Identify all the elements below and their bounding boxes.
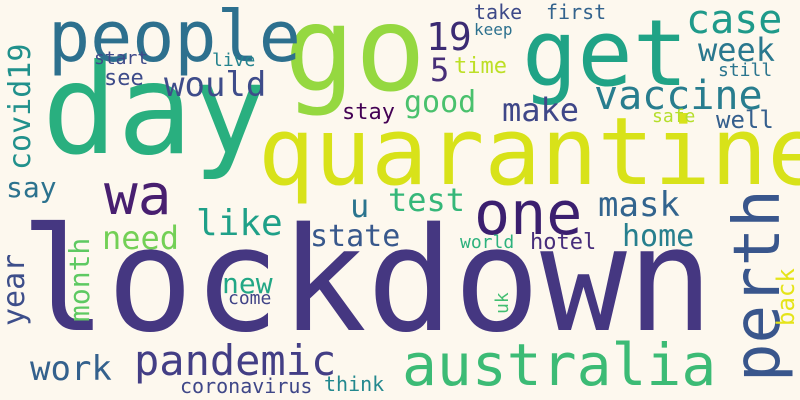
word-first: first [546,0,607,24]
word-month: month [63,237,96,322]
word-test: test [388,181,466,219]
word-quarantine: quarantine [258,98,800,207]
word-make: make [502,91,580,129]
word-would: would [164,65,267,105]
word-mask: mask [598,185,680,225]
word-one: one [474,179,583,249]
word-pandemic: pandemic [134,336,337,385]
word-state: state [310,219,401,254]
word-u: u [350,187,370,225]
word-wa: wa [104,163,172,228]
word-year: year [0,253,32,326]
word-vaccine: vaccine [594,73,763,119]
word-time: time [454,54,507,79]
word-world: world [460,232,515,253]
word-still: still [718,60,773,81]
word-lockdown: lockdown [20,196,714,364]
word-stay: stay [342,100,395,125]
word-good: good [404,85,477,120]
word-well: well [716,106,774,134]
word-get: get [522,0,689,107]
word-19: 19 [426,15,472,59]
word-see: see [104,66,144,91]
word-day: day [42,38,268,183]
word-back: back [772,268,800,326]
word-hotel: hotel [530,230,597,255]
word-say: say [6,171,57,204]
word-live: live [212,50,256,71]
word-keep: keep [474,20,513,39]
word-coronavirus: coronavirus [180,374,313,398]
word-5: 5 [430,51,450,89]
word-come: come [228,288,272,309]
word-take: take [474,0,523,24]
word-case: case [686,0,783,43]
word-need: need [102,219,180,257]
word-new: new [222,267,273,300]
word-safe: safe [652,106,696,127]
word-start: start [94,48,149,69]
word-home: home [622,219,695,254]
word-work: work [30,349,112,389]
word-go: go [284,0,427,118]
word-people: people [48,0,301,78]
word-think: think [324,372,385,396]
word-australia: australia [402,331,717,399]
word-uk: uk [492,292,513,314]
word-like: like [196,203,283,244]
word-week: week [698,31,776,69]
word-covid19: covid19 [3,43,38,170]
